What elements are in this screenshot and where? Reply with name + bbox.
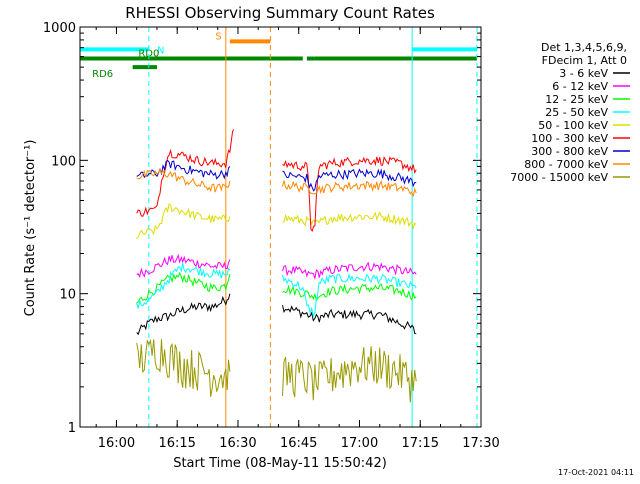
legend-entry-label: 3 - 6 keV: [559, 67, 608, 80]
legend-entry-label: 800 - 7000 keV: [524, 158, 608, 171]
series-line: [282, 168, 417, 192]
chart-title: RHESSI Observing Summary Count Rates: [125, 4, 435, 22]
plot-frame: [79, 26, 482, 428]
series-line: [136, 203, 231, 240]
series-line: [282, 304, 417, 335]
series-line: [282, 156, 417, 232]
flag-label-s: S: [215, 31, 221, 42]
flag-label-n: N: [157, 45, 164, 56]
legend-entry-label: 300 - 800 keV: [531, 145, 608, 158]
x-tick-label: 16:30: [219, 436, 256, 451]
flag-label-rd6: RD6: [92, 69, 113, 80]
x-tick-label: 16:00: [98, 436, 135, 451]
series-7000-15000-kev: [136, 338, 417, 403]
series-line: [282, 283, 417, 303]
series-line: [282, 346, 417, 403]
y-tick-label: 1: [68, 421, 76, 436]
series-line: [136, 159, 231, 180]
series-line: [136, 253, 231, 279]
y-tick-label: 10: [59, 288, 76, 303]
series-12-25-kev: [136, 271, 417, 304]
series-300-800-kev: [136, 159, 417, 192]
axes-layer: 16:00 16:15 16:30 16:45 17:00 17:15 17:30 1 10 10…: [43, 21, 500, 451]
legend-entry-label: 100 - 300 keV: [531, 132, 608, 145]
x-tick-label: 16:15: [158, 436, 195, 451]
series-line: [282, 179, 417, 197]
series-25-50-kev: [136, 262, 417, 319]
series-layer: [136, 129, 417, 403]
legend-entry-label: 50 - 100 keV: [538, 119, 608, 132]
series-line: [282, 211, 417, 231]
y-axis-label: Count Rate (s⁻¹ detector⁻¹): [23, 140, 38, 317]
legend-header-line: FDecim 1, Att 0: [542, 54, 627, 67]
series-line: [136, 338, 231, 397]
x-tick-label: 17:30: [462, 436, 499, 451]
y-tick-label: 1000: [43, 21, 76, 36]
series-50-100-kev: [136, 203, 417, 240]
y-tick-label: 100: [51, 154, 76, 169]
series-3-6-kev: [136, 293, 417, 336]
legend-entry-label: 12 - 25 keV: [545, 93, 608, 106]
legend-entry-label: 25 - 50 keV: [545, 106, 608, 119]
series-line: [136, 271, 231, 304]
series-800-7000-kev: [136, 168, 417, 197]
series-line: [282, 273, 417, 319]
series-100-300-kev: [136, 129, 417, 232]
x-tick-label: 16:45: [280, 436, 317, 451]
timestamp: 17-Oct-2021 04:11: [558, 468, 634, 477]
series-line: [282, 261, 417, 281]
x-tick-label: 17:00: [341, 436, 378, 451]
series-line: [136, 293, 231, 336]
series-line: [136, 168, 231, 193]
x-tick-label: 17:15: [402, 436, 439, 451]
legend-header-line: Det 1,3,4,5,6,9,: [541, 41, 627, 54]
legend-entry-label: 7000 - 15000 keV: [510, 171, 608, 184]
series-line: [136, 129, 235, 217]
legend: Det 1,3,4,5,6,9,FDecim 1, Att 03 - 6 keV…: [510, 41, 630, 184]
legend-entry-label: 6 - 12 keV: [552, 80, 608, 93]
x-axis-label: Start Time (08-May-11 15:50:42): [173, 456, 387, 471]
series-6-12-kev: [136, 253, 417, 281]
series-line: [136, 262, 231, 309]
